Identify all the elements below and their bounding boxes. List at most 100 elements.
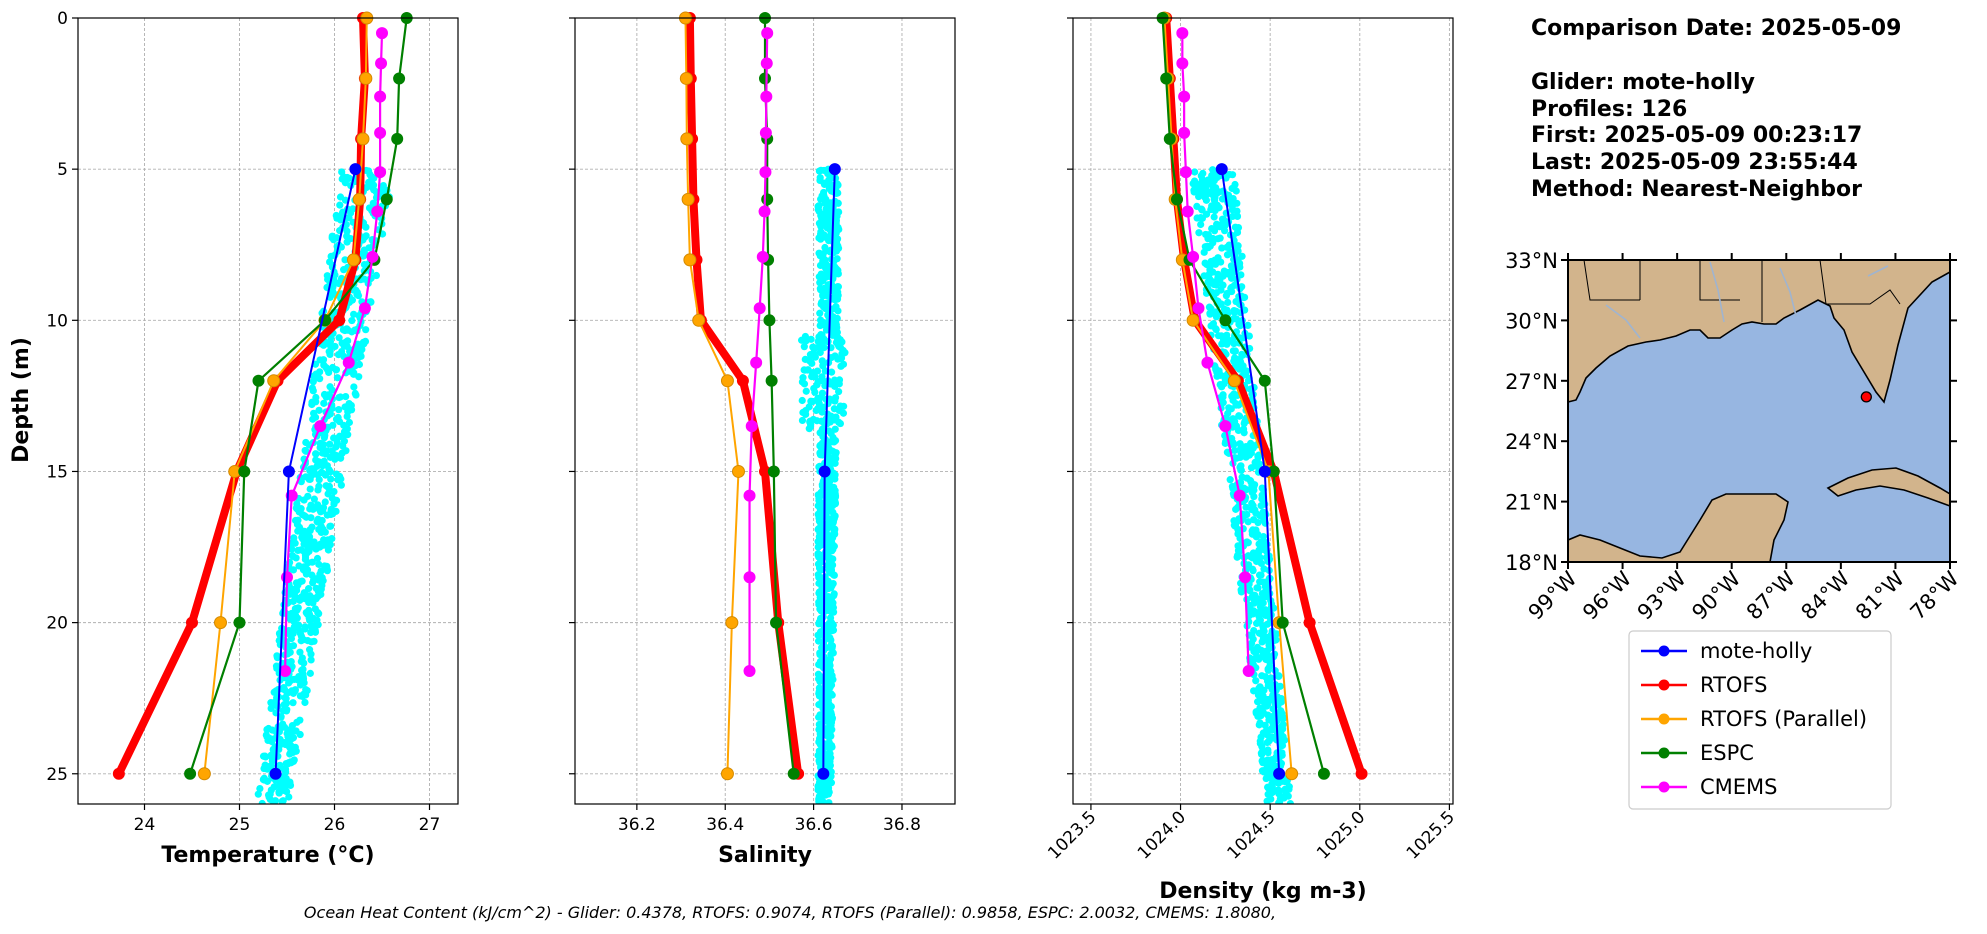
raw-point <box>347 406 356 414</box>
raw-point <box>277 738 285 746</box>
raw-point <box>820 192 828 200</box>
raw-point <box>1208 224 1216 233</box>
cmems-point <box>1201 356 1214 369</box>
x-tick-label: 24 <box>134 815 156 835</box>
raw-point <box>301 698 309 707</box>
raw-point <box>296 578 304 586</box>
raw-point <box>348 296 357 304</box>
raw-point <box>329 421 337 429</box>
raw-point <box>1279 793 1287 801</box>
raw-point <box>1275 799 1283 804</box>
raw-point <box>305 610 313 618</box>
cmems-point <box>760 90 773 103</box>
raw-point <box>334 413 342 422</box>
map-frame <box>1567 259 1951 563</box>
lat-tick-label: 24°N <box>1505 430 1558 454</box>
raw-point <box>1193 202 1201 211</box>
raw-point <box>831 525 839 533</box>
raw-point <box>1206 309 1214 317</box>
raw-point <box>828 499 836 507</box>
cmems-point <box>374 126 387 139</box>
cmems-point <box>376 27 388 40</box>
raw-point <box>353 290 361 299</box>
legend-item-cmems: CMEMS <box>1641 775 1778 799</box>
raw-point <box>1234 363 1242 371</box>
rtofs_parallel-point <box>679 71 693 85</box>
raw-point <box>820 343 828 352</box>
raw-point <box>804 366 812 374</box>
lat-tick-label: 33°N <box>1505 249 1558 273</box>
raw-point <box>1257 646 1265 654</box>
raw-point <box>1250 486 1258 494</box>
rtofs_parallel-point <box>720 767 734 781</box>
raw-point <box>1207 279 1216 287</box>
raw-point <box>324 275 332 283</box>
raw-point <box>823 632 832 640</box>
raw-point <box>1226 476 1234 484</box>
raw-point <box>1221 372 1229 380</box>
raw-point <box>334 476 342 484</box>
comparison-date: Comparison Date: 2025-05-09 <box>1531 16 1901 41</box>
raw-point <box>799 374 807 382</box>
raw-point <box>294 546 302 555</box>
rtofs_parallel-series <box>197 11 374 781</box>
raw-point <box>343 412 351 421</box>
x-tick-label: 27 <box>419 815 441 835</box>
raw-point <box>1214 235 1222 243</box>
raw-point <box>1200 248 1208 256</box>
raw-point <box>345 367 353 375</box>
raw-point <box>263 733 271 741</box>
raw-point <box>324 490 332 498</box>
glider-point <box>269 767 282 780</box>
raw-point <box>313 517 321 526</box>
raw-point <box>268 737 276 746</box>
raw-point <box>319 504 328 512</box>
x-tick-label: 1024.0 <box>1134 807 1190 863</box>
rtofs_parallel-point <box>683 253 697 267</box>
legend-label: RTOFS <box>1700 673 1767 697</box>
raw-point <box>821 656 829 664</box>
raw-point <box>289 699 297 707</box>
raw-point <box>1259 622 1267 630</box>
legend-label: CMEMS <box>1700 775 1778 799</box>
cmems-point <box>1178 90 1191 103</box>
raw-point <box>319 577 327 585</box>
raw-point <box>827 718 836 727</box>
map-land-south <box>1567 493 1789 563</box>
raw-point <box>308 398 316 406</box>
density-panel: 1023.5 1024.0 1024.5 1025.0 1025.5 Density (k… <box>1044 11 1459 904</box>
raw-point <box>1250 493 1258 501</box>
raw-point <box>823 781 831 789</box>
raw-point <box>797 336 806 344</box>
raw-point <box>1263 797 1271 804</box>
raw-point <box>1233 212 1242 221</box>
raw-point <box>332 470 341 478</box>
raw-point <box>304 637 312 645</box>
raw-point <box>276 761 284 769</box>
raw-point <box>332 366 340 374</box>
raw-point <box>272 662 281 670</box>
espc-point <box>1276 616 1289 629</box>
raw-point <box>339 326 348 334</box>
rtofs_parallel-point <box>681 192 695 206</box>
raw-point <box>808 370 817 379</box>
raw-point <box>1231 446 1239 455</box>
first-time: First: 2025-05-09 00:23:17 <box>1531 123 1862 148</box>
temperature-panel: 24 25 26 27 0 5 10 15 20 25 Temperature (°C) <box>46 9 459 868</box>
rtofs_parallel-point <box>680 132 694 146</box>
raw-point <box>1254 519 1262 527</box>
raw-point <box>310 495 318 503</box>
glider-point <box>1215 163 1228 176</box>
raw-point <box>311 450 320 458</box>
raw-point <box>821 264 830 272</box>
legend-item-rtofs_parallel: RTOFS (Parallel) <box>1641 707 1867 731</box>
x-tick-label: 36.6 <box>795 815 833 835</box>
glider-point <box>349 163 362 176</box>
profile-count: Profiles: 126 <box>1531 97 1687 122</box>
espc-point <box>184 767 197 780</box>
cmems-point <box>375 57 388 70</box>
x-tick-label: 36.4 <box>706 815 744 835</box>
raw-point <box>830 416 838 424</box>
espc-line <box>1161 17 1326 775</box>
